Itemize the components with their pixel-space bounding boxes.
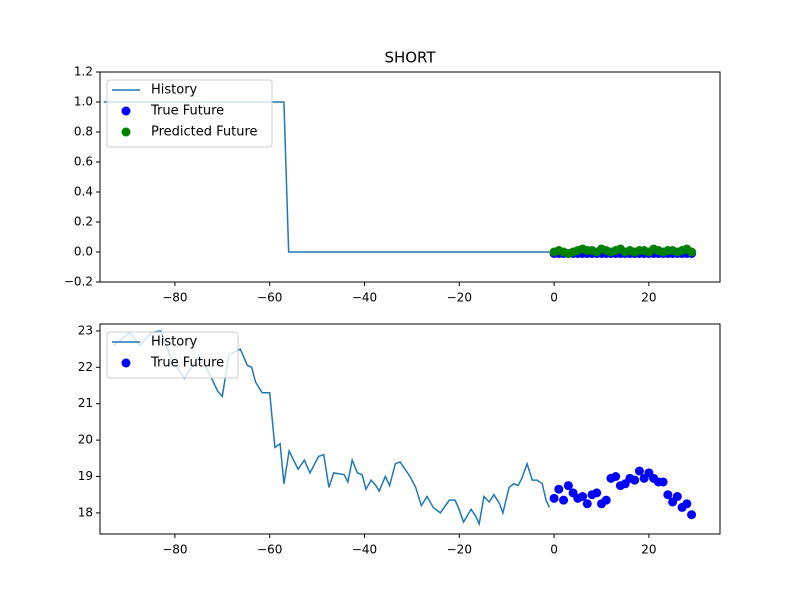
point: [663, 490, 673, 500]
legend-label: Predicted Future: [151, 125, 258, 140]
legend-swatch: [121, 106, 131, 116]
point: [630, 475, 640, 485]
y-tick-label: 0.4: [74, 185, 93, 199]
y-tick-label: 0.0: [74, 245, 93, 259]
chart-title: SHORT: [384, 49, 436, 67]
legend-swatch: [121, 358, 131, 368]
x-tick-label: −20: [447, 291, 472, 305]
x-tick-label: 20: [641, 543, 656, 557]
y-tick-label: 1.0: [74, 95, 93, 109]
x-tick-label: −40: [352, 543, 377, 557]
y-tick-label: 0.6: [74, 155, 93, 169]
legend-box: [106, 331, 239, 379]
legend-label: History: [151, 335, 198, 350]
x-tick-label: −40: [352, 291, 377, 305]
legend-label: True Future: [150, 104, 224, 119]
point: [554, 484, 564, 494]
x-tick-label: 0: [550, 543, 558, 557]
point: [687, 247, 697, 257]
legend-label: History: [151, 83, 198, 98]
point: [682, 499, 692, 509]
point: [634, 466, 644, 476]
x-tick-label: −80: [162, 543, 187, 557]
y-tick-label: 0.2: [74, 215, 93, 229]
axes-frame: [99, 323, 721, 535]
y-tick-label: −0.2: [64, 275, 93, 289]
y-tick-label: 0.8: [74, 125, 93, 139]
point: [582, 499, 592, 509]
point: [611, 471, 621, 481]
point: [658, 477, 668, 487]
point: [559, 495, 569, 505]
y-tick-label: 19: [78, 469, 93, 483]
axes-frame: [99, 71, 721, 283]
point: [578, 492, 588, 502]
y-tick-label: 23: [78, 323, 93, 337]
x-tick-label: −60: [257, 543, 282, 557]
x-tick-label: −80: [162, 291, 187, 305]
point: [549, 493, 559, 503]
x-tick-label: 0: [550, 291, 558, 305]
point: [592, 488, 602, 498]
point: [672, 492, 682, 502]
y-tick-label: 22: [78, 360, 93, 374]
legend-box: [106, 79, 273, 148]
point: [563, 481, 573, 491]
y-tick-label: 1.2: [74, 65, 93, 79]
y-tick-label: 20: [78, 433, 93, 447]
y-tick-label: 18: [78, 505, 93, 519]
point: [601, 495, 611, 505]
x-tick-label: 20: [641, 291, 656, 305]
legend-swatch: [121, 127, 131, 137]
y-tick-label: 21: [78, 396, 93, 410]
point: [687, 510, 697, 520]
legend-label: True Future: [150, 356, 224, 371]
x-tick-label: −20: [447, 543, 472, 557]
x-tick-label: −60: [257, 291, 282, 305]
